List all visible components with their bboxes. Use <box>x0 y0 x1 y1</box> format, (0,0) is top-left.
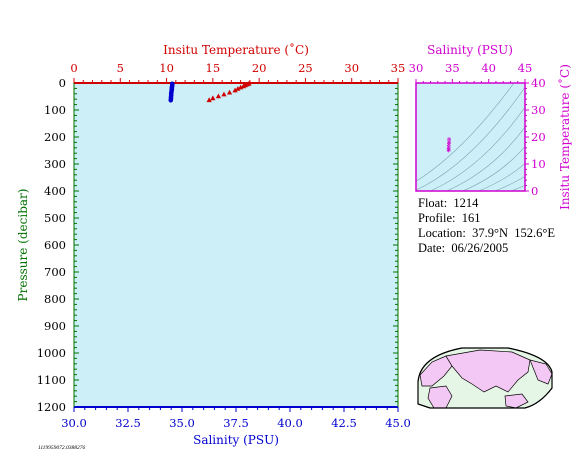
ts-density-contour <box>445 126 525 191</box>
temperature-tick-label: 35 <box>391 61 406 75</box>
float-id: Float: 1214 <box>418 196 479 210</box>
temperature-point <box>240 83 247 89</box>
pressure-tick-label: 600 <box>44 238 66 252</box>
pressure-tick-label: 800 <box>44 292 66 306</box>
pressure-tick-label: 1000 <box>37 346 66 360</box>
salinity-tick-label: 45.0 <box>385 416 411 430</box>
ts-y-axis-label: Insitu Temperature (˚C) <box>557 64 572 210</box>
ts-point: * <box>447 135 452 145</box>
pressure-tick-label: 300 <box>44 157 66 171</box>
map-outline <box>417 347 553 409</box>
ts-y-tick-label: 30 <box>531 103 546 117</box>
temperature-tick-label: 10 <box>159 61 174 75</box>
salinity-tick-label: 32.5 <box>115 416 141 430</box>
ts-y-tick-label: 20 <box>531 130 546 144</box>
pressure-axis-label: Pressure (decibar) <box>16 189 30 302</box>
pressure-tick-label: 1100 <box>37 373 66 387</box>
ts-point: * <box>447 142 452 152</box>
ts-point: * <box>447 139 452 149</box>
ts-point: * <box>447 141 452 151</box>
map-land-europe <box>419 355 453 387</box>
ts-y-tick-label: 10 <box>531 157 546 171</box>
ts-plot-area <box>416 83 525 191</box>
profile-plot-area <box>74 83 398 407</box>
ts-density-contour <box>416 83 515 182</box>
ts-x-tick-label: 45 <box>518 61 533 75</box>
bottom-axis-label: Salinity (PSU) <box>193 433 279 447</box>
temperature-tick-label: 15 <box>206 61 221 75</box>
profile-number: Profile: 161 <box>418 211 481 225</box>
map-land-americas <box>529 359 552 385</box>
temperature-point <box>215 93 222 99</box>
pressure-tick-label: 400 <box>44 184 66 198</box>
ts-y-tick-label: 40 <box>531 76 546 90</box>
map-land-asia <box>445 349 531 393</box>
temperature-tick-label: 20 <box>252 61 267 75</box>
map-land-australia <box>504 393 529 408</box>
temperature-tick-label: 30 <box>344 61 359 75</box>
salinity-tick-label: 35.0 <box>169 416 195 430</box>
temperature-point <box>235 85 241 91</box>
temperature-point <box>210 95 216 101</box>
top-axis-label: Insitu Temperature (˚C) <box>163 42 309 57</box>
temperature-point <box>232 87 238 93</box>
ts-point: * <box>447 146 452 156</box>
ts-density-contour <box>416 86 525 191</box>
ts-density-contour <box>429 106 525 191</box>
salinity-tick-label: 37.5 <box>223 416 249 430</box>
location: Location: 37.9°N 152.6°E <box>418 226 556 240</box>
pressure-tick-label: 700 <box>44 265 66 279</box>
temperature-point <box>221 91 227 97</box>
ts-point: * <box>446 147 451 157</box>
ts-y-tick-label: 0 <box>531 184 538 198</box>
ts-x-axis-label: Salinity (PSU) <box>427 43 513 57</box>
temperature-point <box>226 89 233 95</box>
map-land-africa <box>427 385 453 408</box>
salinity-tick-label: 40.0 <box>277 416 303 430</box>
ts-point: * <box>447 137 452 147</box>
pressure-tick-label: 0 <box>59 76 66 90</box>
footer-code: 1119959072.0388276 <box>38 445 86 451</box>
pressure-tick-label: 500 <box>44 211 66 225</box>
ts-density-contour <box>461 145 525 191</box>
pressure-tick-label: 200 <box>44 130 66 144</box>
temperature-tick-label: 25 <box>298 61 313 75</box>
ts-point: * <box>447 144 452 154</box>
temperature-point <box>206 97 212 103</box>
pressure-tick-label: 900 <box>44 319 66 333</box>
salinity-point <box>168 97 174 103</box>
pressure-tick-label: 1200 <box>37 400 66 414</box>
salinity-tick-label: 42.5 <box>331 416 357 430</box>
date: Date: 06/26/2005 <box>418 241 509 255</box>
temperature-tick-label: 5 <box>117 61 124 75</box>
ts-x-tick-label: 30 <box>409 61 424 75</box>
ts-x-tick-label: 35 <box>445 61 460 75</box>
temperature-tick-label: 0 <box>70 61 77 75</box>
pressure-tick-label: 100 <box>44 103 66 117</box>
ts-x-tick-label: 40 <box>481 61 496 75</box>
profile-plot: 0100200300400500600700800900100011001200… <box>16 42 411 447</box>
salinity-tick-label: 30.0 <box>61 416 87 430</box>
temperature-point <box>238 84 244 90</box>
world-map <box>417 347 553 409</box>
